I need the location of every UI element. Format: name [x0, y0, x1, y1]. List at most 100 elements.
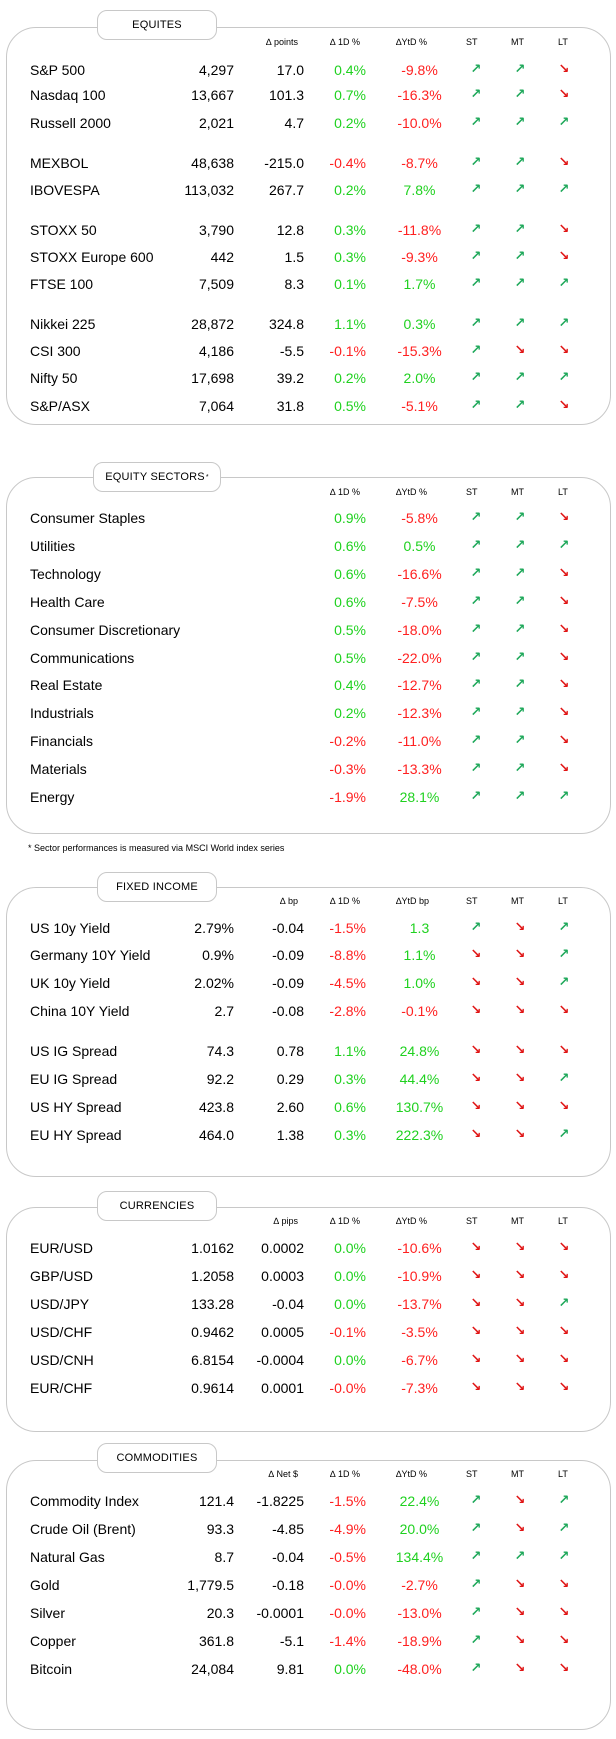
equities-title: EQUITES [132, 19, 182, 31]
table-row: Commodity Index 121.4 -1.8225 -1.5% 22.4% ↗ ↘ ↗ [0, 1493, 616, 1513]
row-value: 1,779.5 [187, 1577, 234, 1593]
row-ytd-change: 1.0% [403, 975, 436, 991]
trend-down-arrow-icon: ↘ [558, 221, 570, 236]
trend-down-arrow-icon: ↘ [470, 1351, 482, 1366]
table-row: Consumer Discretionary 0.5% -18.0% ↗ ↗ ↘ [0, 622, 616, 642]
row-value: 48,638 [191, 155, 234, 171]
row-change: 4.7 [284, 115, 304, 131]
row-ytd-change: -11.0% [397, 733, 442, 749]
trend-down-arrow-icon: ↘ [514, 1098, 526, 1113]
trend-down-arrow-icon: ↘ [514, 1660, 526, 1675]
sectors-panel [6, 477, 611, 834]
row-1d-change: -2.8% [329, 1003, 366, 1019]
row-1d-change: 0.3% [334, 1071, 366, 1087]
trend-up-arrow-icon: ↗ [558, 275, 570, 290]
row-change: -215.0 [264, 155, 304, 171]
row-1d-change: 0.0% [334, 1240, 366, 1256]
header-mt: MT [511, 896, 524, 906]
row-ytd-change: -0.1% [401, 1003, 438, 1019]
trend-up-arrow-icon: ↗ [558, 974, 570, 989]
row-value: 2,021 [198, 115, 234, 131]
trend-down-arrow-icon: ↘ [558, 342, 570, 357]
trend-up-arrow-icon: ↗ [558, 1492, 570, 1507]
row-name: Russell 2000 [30, 115, 111, 131]
trend-up-arrow-icon: ↗ [514, 760, 526, 775]
row-1d-change: 0.7% [334, 87, 366, 103]
currencies-tab: CURRENCIES [97, 1191, 217, 1221]
trend-up-arrow-icon: ↗ [514, 593, 526, 608]
trend-down-arrow-icon: ↘ [470, 974, 482, 989]
trend-up-arrow-icon: ↗ [514, 315, 526, 330]
row-change: -0.0001 [256, 1605, 304, 1621]
row-name: Natural Gas [30, 1549, 105, 1565]
trend-down-arrow-icon: ↘ [558, 1660, 570, 1675]
row-name: US IG Spread [30, 1043, 118, 1059]
row-1d-change: -0.3% [329, 761, 366, 777]
trend-up-arrow-icon: ↗ [514, 275, 526, 290]
row-change: -0.04 [272, 920, 304, 936]
row-value: 7,064 [198, 398, 234, 414]
trend-up-arrow-icon: ↗ [470, 1632, 482, 1647]
trend-down-arrow-icon: ↘ [514, 1576, 526, 1591]
row-ytd-change: -12.3% [397, 705, 442, 721]
row-value: 442 [210, 249, 234, 265]
row-change: 17.0 [276, 62, 304, 78]
row-1d-change: -1.9% [329, 789, 366, 805]
trend-down-arrow-icon: ↘ [558, 593, 570, 608]
row-1d-change: 0.3% [334, 222, 366, 238]
row-ytd-change: 1.7% [403, 276, 436, 292]
row-change: 101.3 [268, 87, 304, 103]
row-name: S&P 500 [30, 62, 86, 78]
table-row: Russell 2000 2,021 4.7 0.2% -10.0% ↗ ↗ ↗ [0, 115, 616, 135]
row-ytd-change: -10.0% [397, 115, 442, 131]
trend-up-arrow-icon: ↗ [470, 1492, 482, 1507]
trend-up-arrow-icon: ↗ [470, 676, 482, 691]
trend-down-arrow-icon: ↘ [558, 1267, 570, 1282]
row-value: 4,297 [198, 62, 234, 78]
header-ytd: ∆YtD % [396, 1216, 428, 1226]
table-row: IBOVESPA 113,032 267.7 0.2% 7.8% ↗ ↗ ↗ [0, 182, 616, 202]
row-ytd-change: -8.7% [401, 155, 438, 171]
trend-down-arrow-icon: ↘ [514, 1295, 526, 1310]
row-ytd-change: -5.8% [401, 510, 438, 526]
row-change: 12.8 [276, 222, 304, 238]
row-name: USD/CNH [30, 1352, 94, 1368]
table-row: Utilities 0.6% 0.5% ↗ ↗ ↗ [0, 538, 616, 558]
row-name: Industrials [30, 705, 94, 721]
trend-up-arrow-icon: ↗ [558, 1295, 570, 1310]
header-ytd: ∆YtD bp [396, 896, 430, 906]
row-name: UK 10y Yield [30, 975, 111, 991]
table-row: USD/CNH 6.8154 -0.0004 0.0% -6.7% ↘ ↘ ↘ [0, 1352, 616, 1372]
table-row: UK 10y Yield 2.02% -0.09 -4.5% 1.0% ↘ ↘ ↗ [0, 975, 616, 995]
trend-up-arrow-icon: ↗ [470, 369, 482, 384]
table-row: GBP/USD 1.2058 0.0003 0.0% -10.9% ↘ ↘ ↘ [0, 1268, 616, 1288]
trend-down-arrow-icon: ↘ [558, 676, 570, 691]
row-1d-change: -4.9% [329, 1521, 366, 1537]
row-1d-change: 0.4% [334, 62, 366, 78]
row-value: 92.2 [206, 1071, 234, 1087]
row-name: Financials [30, 733, 94, 749]
trend-up-arrow-icon: ↗ [558, 181, 570, 196]
trend-down-arrow-icon: ↘ [558, 621, 570, 636]
row-change: -0.04 [272, 1549, 304, 1565]
header-chg: ∆ bp [279, 896, 298, 906]
header-st: ST [466, 487, 478, 497]
row-change: -0.09 [272, 947, 304, 963]
trend-up-arrow-icon: ↗ [470, 1604, 482, 1619]
row-name: STOXX 50 [30, 222, 97, 238]
trend-down-arrow-icon: ↘ [470, 1002, 482, 1017]
row-ytd-change: -13.0% [397, 1605, 442, 1621]
row-1d-change: 0.0% [334, 1268, 366, 1284]
row-ytd-change: 1.3 [409, 920, 430, 936]
row-ytd-change: -7.5% [401, 594, 438, 610]
row-ytd-change: -48.0% [397, 1661, 442, 1677]
trend-down-arrow-icon: ↘ [558, 1379, 570, 1394]
table-row: Nikkei 225 28,872 324.8 1.1% 0.3% ↗ ↗ ↗ [0, 316, 616, 336]
row-value: 113,032 [184, 182, 234, 198]
trend-down-arrow-icon: ↘ [470, 1239, 482, 1254]
trend-up-arrow-icon: ↗ [470, 565, 482, 580]
row-1d-change: 0.5% [334, 622, 366, 638]
row-name: S&P/ASX [30, 398, 90, 414]
row-ytd-change: -13.7% [397, 1296, 442, 1312]
sectors-tab: EQUITY SECTORS * [93, 462, 221, 492]
